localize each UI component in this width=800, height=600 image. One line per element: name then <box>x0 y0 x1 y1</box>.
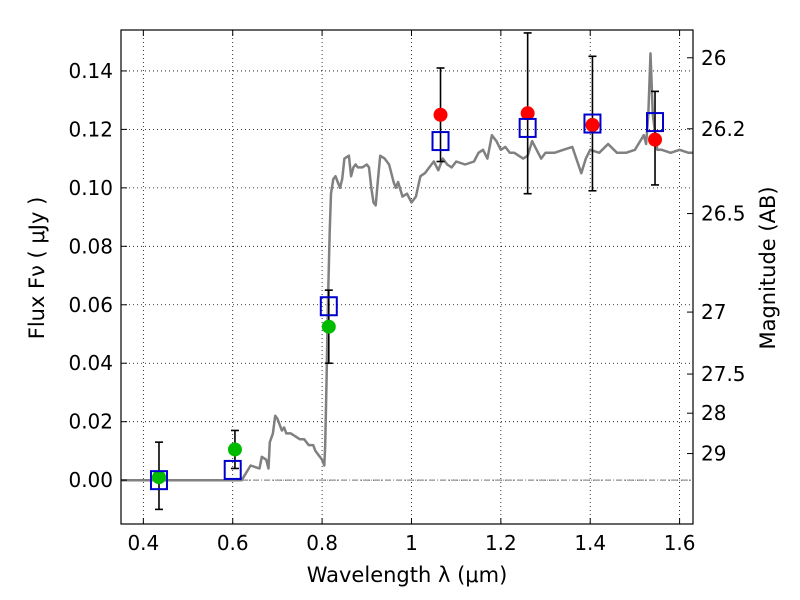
green-data-point <box>151 470 166 485</box>
y-tick-label: 0.08 <box>68 234 113 258</box>
y-axis-label: Flux Fν ( μJy ) <box>25 197 49 340</box>
red-data-point <box>648 132 663 147</box>
red-data-point <box>585 118 600 132</box>
y-tick-label: 0.10 <box>68 176 113 200</box>
right-tick-label: 27 <box>701 300 726 324</box>
green-data-point <box>227 442 242 457</box>
grid-lines <box>121 30 693 524</box>
right-tick-label: 28 <box>701 401 726 425</box>
model-photometry-square <box>319 296 338 317</box>
y-tick-label: 0.06 <box>68 293 113 317</box>
y-tick-label: 0.02 <box>68 410 113 434</box>
model-photometry-square <box>149 470 168 491</box>
y-tick-label: 0.04 <box>68 351 113 375</box>
right-axis-label: Magnitude (AB) <box>756 186 780 349</box>
axis-ticks: 0.4 0.6 0.8 1 1.2 1.4 1.6 0.00 0.02 0.04 0.06 0.08 0… <box>68 30 746 555</box>
plot-layer <box>121 32 693 511</box>
right-tick-label: 26.5 <box>701 202 746 226</box>
model-photometry-square <box>583 113 602 134</box>
x-tick-label: 0.4 <box>127 531 159 555</box>
plot-frame <box>120 29 694 525</box>
y-tick-label: 0.12 <box>68 117 113 141</box>
green-data-point <box>321 319 336 334</box>
x-tick-label: 1.4 <box>574 531 606 555</box>
x-tick-label: 0.8 <box>306 531 338 555</box>
x-tick-label: 1 <box>405 531 418 555</box>
y-tick-label: 0.14 <box>68 59 113 83</box>
right-tick-label: 26 <box>701 46 726 70</box>
right-tick-label: 29 <box>701 442 726 466</box>
x-axis-label: Wavelength λ (μm) <box>307 563 508 587</box>
y-tick-label: 0.00 <box>68 468 113 492</box>
model-photometry-square <box>223 459 242 480</box>
spectrum-line <box>121 52 693 482</box>
right-tick-label: 26.2 <box>701 117 746 141</box>
model-photometry-square <box>518 117 537 138</box>
x-tick-label: 1.6 <box>664 531 696 555</box>
right-tick-label: 27.5 <box>701 362 746 386</box>
model-photometry-square <box>431 131 450 152</box>
x-tick-label: 0.6 <box>217 531 249 555</box>
red-data-point <box>520 106 535 121</box>
model-photometry-square <box>646 112 665 133</box>
x-tick-label: 1.2 <box>485 531 517 555</box>
red-data-point <box>433 107 448 122</box>
